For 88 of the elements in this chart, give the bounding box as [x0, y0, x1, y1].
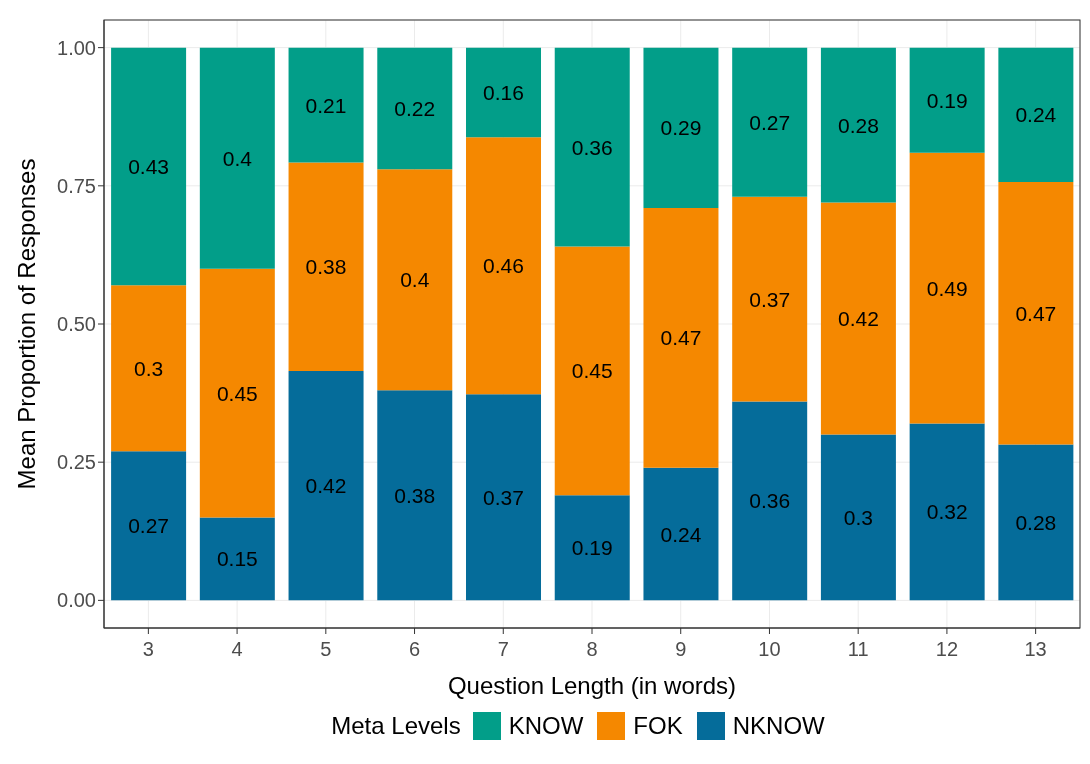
bar	[909, 152, 985, 424]
data-label: 0.38	[394, 483, 436, 507]
bar	[288, 47, 364, 163]
data-label: 0.36	[571, 135, 613, 159]
bar	[732, 196, 808, 402]
bar	[466, 137, 542, 395]
data-label: 0.46	[483, 254, 524, 278]
data-label: 0.45	[216, 381, 258, 405]
data-label: 0.16	[483, 80, 524, 104]
data-label: 0.38	[305, 255, 347, 279]
x-tick-label: 3	[142, 638, 154, 661]
data-label: 0.47	[1015, 301, 1057, 325]
x-tick-label: 13	[1024, 638, 1047, 661]
data-label: 0.27	[749, 110, 791, 134]
bar	[554, 495, 630, 601]
bar	[820, 202, 896, 435]
data-label: 0.3	[134, 356, 164, 380]
x-tick-label: 12	[935, 638, 959, 661]
data-label: 0.29	[660, 116, 702, 140]
bar	[998, 181, 1074, 445]
data-label: 0.49	[926, 276, 968, 300]
y-tick-label: 0.75	[57, 174, 96, 197]
data-label: 0.42	[305, 474, 347, 498]
bar	[466, 394, 542, 601]
bar	[643, 207, 719, 468]
bar	[998, 444, 1074, 601]
bar	[998, 47, 1074, 182]
bar	[554, 246, 630, 496]
x-tick-label: 11	[847, 638, 869, 661]
bar	[643, 467, 719, 601]
x-tick-label: 8	[586, 638, 598, 661]
bar	[732, 47, 808, 197]
x-tick-label: 6	[408, 638, 421, 661]
bar	[111, 451, 187, 601]
data-label: 0.36	[749, 489, 791, 513]
data-label: 0.37	[749, 287, 791, 311]
bar	[288, 162, 364, 371]
bar	[377, 390, 453, 601]
legend-label: KNOW	[508, 712, 584, 740]
bar	[820, 47, 896, 203]
bar	[199, 517, 275, 601]
data-label: 0.43	[128, 154, 170, 178]
data-label: 0.24	[1015, 103, 1057, 127]
bar	[466, 47, 542, 138]
data-label: 0.15	[216, 547, 258, 571]
y-tick-label: 0.00	[57, 589, 96, 612]
x-axis-title: Question Length (in words)	[447, 672, 737, 699]
x-tick-label: 9	[675, 638, 687, 661]
data-label: 0.37	[483, 485, 524, 509]
data-label: 0.28	[1015, 510, 1057, 534]
bar	[199, 268, 275, 518]
data-label: 0.24	[660, 522, 702, 546]
bar	[732, 401, 808, 601]
y-axis-title: Mean Proportion of Responses	[12, 158, 40, 490]
bar	[909, 47, 985, 153]
x-tick-label: 7	[497, 638, 509, 661]
y-tick-label: 1.00	[57, 36, 96, 59]
bar	[111, 47, 187, 286]
bar	[377, 47, 453, 170]
x-tick-label: 4	[231, 638, 243, 661]
x-tick-label: 5	[320, 638, 332, 661]
legend-title: Meta Levels	[331, 712, 461, 740]
x-tick-label: 10	[758, 638, 781, 661]
y-tick-label: 0.50	[57, 313, 96, 336]
bar	[909, 423, 985, 601]
data-label: 0.47	[660, 326, 702, 350]
data-label: 0.28	[837, 113, 879, 137]
bar	[643, 47, 719, 208]
data-label: 0.21	[305, 93, 347, 117]
data-label: 0.27	[128, 514, 170, 538]
legend-label: NKNOW	[732, 712, 825, 740]
bar	[554, 47, 630, 247]
bar	[820, 434, 896, 601]
data-label: 0.19	[926, 88, 968, 112]
data-label: 0.3	[843, 505, 874, 529]
data-label: 0.19	[571, 536, 613, 560]
data-label: 0.4	[400, 268, 430, 292]
data-label: 0.45	[571, 359, 613, 383]
bar	[288, 370, 364, 601]
bar	[111, 285, 187, 452]
data-label: 0.4	[222, 146, 253, 170]
bar	[377, 169, 453, 391]
data-label: 0.32	[926, 500, 968, 524]
y-tick-label: 0.25	[57, 451, 96, 474]
bar	[199, 47, 275, 269]
data-label: 0.42	[837, 306, 879, 330]
legend-label: FOK	[633, 712, 683, 740]
data-label: 0.22	[394, 96, 436, 120]
